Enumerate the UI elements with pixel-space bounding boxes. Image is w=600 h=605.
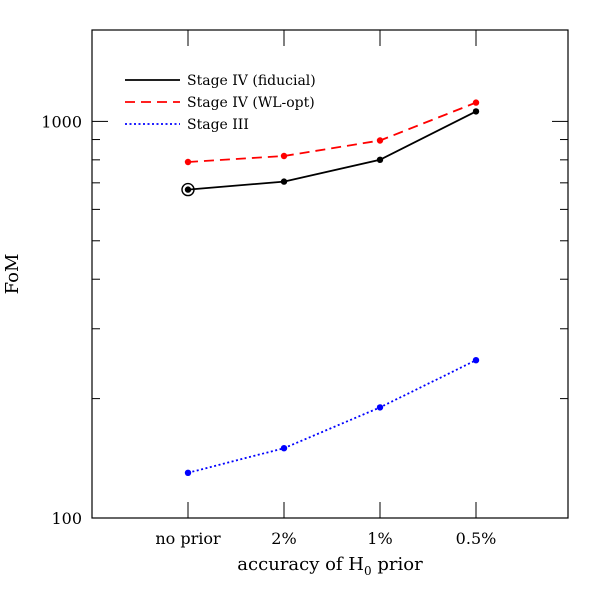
plot-frame xyxy=(91,29,569,519)
legend-item-stage-iv-fiducial: Stage IV (fiducial) xyxy=(125,73,316,89)
x-axis-label-suffix: prior xyxy=(372,554,423,575)
series-line-stage-iv-fiducial xyxy=(187,110,477,191)
data-point xyxy=(280,445,288,452)
data-point xyxy=(280,178,288,185)
axis-ticks: 100 1000 no prior 2% 1% 0.5% xyxy=(41,30,568,548)
x-axis-label: accuracy of H0 prior xyxy=(237,554,423,578)
series-stage-iv-wl-opt xyxy=(184,99,480,166)
data-point xyxy=(376,156,384,163)
legend-label: Stage IV (WL-opt) xyxy=(187,95,315,111)
data-point xyxy=(376,137,384,144)
legend-item-stage-iv-wl-opt: Stage IV (WL-opt) xyxy=(125,95,315,111)
data-point xyxy=(376,404,384,411)
x-tick-label-1: 1% xyxy=(367,529,392,548)
series-stage-iii xyxy=(184,357,480,476)
data-point xyxy=(280,152,288,160)
y-axis-label: FoM xyxy=(2,254,23,295)
data-point xyxy=(472,99,480,106)
data-point xyxy=(184,186,192,193)
x-axis-label-subscript: 0 xyxy=(364,564,372,578)
data-point xyxy=(472,357,480,364)
x-tick-label-0-5: 0.5% xyxy=(456,529,497,548)
series-line-stage-iv-wl-opt xyxy=(187,101,477,163)
series-layer xyxy=(181,99,480,476)
data-point xyxy=(472,108,480,115)
x-tick-label-2: 2% xyxy=(271,529,296,548)
series-stage-iv-fiducial xyxy=(181,108,480,197)
legend-label: Stage III xyxy=(187,117,249,133)
x-axis-label-main: accuracy of H xyxy=(237,554,364,575)
legend-label: Stage IV (fiducial) xyxy=(187,73,316,89)
x-tick-label-no-prior: no prior xyxy=(155,529,221,548)
legend: Stage IV (fiducial) Stage IV (WL-opt) Stag… xyxy=(125,73,316,133)
legend-item-stage-iii: Stage III xyxy=(125,117,249,133)
y-tick-label-1000: 1000 xyxy=(41,112,82,131)
highlight-ring xyxy=(181,182,195,197)
data-point xyxy=(184,469,192,476)
y-tick-label-100: 100 xyxy=(51,509,82,528)
data-point xyxy=(184,158,192,166)
series-line-stage-iii xyxy=(187,359,477,474)
